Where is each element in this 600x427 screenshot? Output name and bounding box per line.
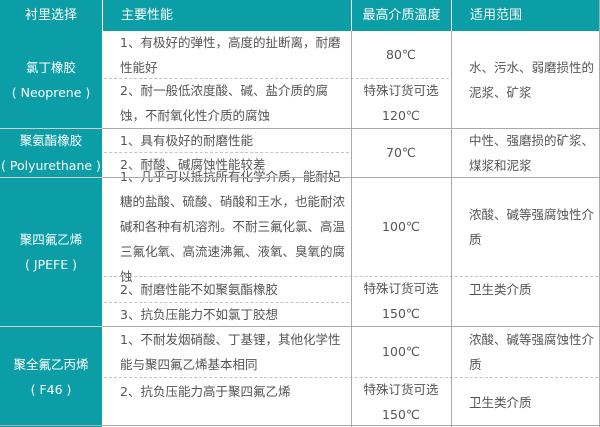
header-label: 主要性能 (121, 8, 174, 23)
header-label: 适用范围 (470, 8, 523, 23)
property-text: 1、不耐发烟硝酸、丁基锂，其他化学性能与聚四氟乙烯基本相同 (120, 331, 341, 372)
temperature-special: 特殊订货可选 150℃ (351, 276, 451, 326)
lining-code: ( Neoprene ) (11, 84, 91, 100)
property-text: 2、抗负压能力高于聚四氟乙烯 (120, 384, 291, 399)
application-range: 水、污水、弱磨损性的泥浆、矿浆 (451, 31, 600, 128)
temperature-value: 70℃ (386, 145, 416, 160)
lining-code: ( JPEFE ) (25, 257, 77, 272)
application-range: 中性、强磨损的矿浆、煤浆和泥浆 (451, 128, 600, 177)
header-properties: 主要性能 (102, 0, 351, 31)
sub-divider (104, 78, 449, 79)
range-text: 浓酸、碱等强腐蚀性介质 (469, 331, 595, 372)
temperature-value: 100℃ (382, 344, 420, 359)
property-text: 2、耐酸、碱腐蚀性能较差 (120, 157, 266, 172)
column-divider (351, 31, 352, 427)
special-order-note: 特殊订货可选 (363, 382, 439, 397)
temperature: 80℃ (351, 31, 451, 78)
lining-ptfe: 聚四氟乙烯 ( JPEFE ) (0, 177, 102, 326)
header-label: 最高介质温度 (362, 8, 441, 23)
property-text: 2、耐一般低浓度酸、碱、盐介质的腐蚀，不耐氧化性介质的腐蚀 (120, 83, 328, 123)
temperature-value: 120℃ (382, 108, 420, 123)
property-text: 1、有极好的弹性，高度的扯断离，耐磨性能好 (120, 34, 341, 75)
property: 2、耐磨性能不如聚氨酯橡胶 (102, 276, 351, 302)
application-range: 浓酸、碱等强腐蚀性介质 (451, 326, 600, 377)
application-range: 卫生类介质 (451, 377, 600, 427)
application-range: 浓酸、碱等强腐蚀性介质 (451, 177, 600, 276)
property-text: 2、耐磨性能不如聚氨酯橡胶 (120, 281, 278, 297)
temperature-special: 特殊订货可选 150℃ (351, 377, 451, 427)
temperature-value: 150℃ (382, 407, 420, 422)
temperature: 70℃ (351, 128, 451, 177)
temperature-value: 100℃ (382, 219, 420, 234)
lining-name: 氯丁橡胶 (25, 59, 76, 75)
sub-divider (104, 152, 349, 153)
header-lining: 衬里选择 (0, 0, 102, 31)
lining-code: ( F46 ) (30, 382, 72, 397)
lining-name: 聚氨酯橡胶 (19, 133, 83, 148)
range-text: 卫生类介质 (469, 281, 532, 297)
column-divider (451, 31, 452, 427)
property: 1、几乎可以抵抗所有化学介质，能耐妃糖的盐酸、硫酸、硝酸和王水，也能耐浓碱和各种… (102, 169, 351, 284)
header-temperature: 最高介质温度 (351, 0, 451, 31)
range-text: 水、污水、弱磨损性的泥浆、矿浆 (469, 59, 595, 100)
temperature-special: 特殊订货可选 120℃ (351, 78, 451, 128)
property: 3、抗负压能力不如氯丁胶想 (102, 302, 351, 326)
special-order-note: 特殊订货可选 (363, 83, 439, 98)
header-label: 衬里选择 (24, 8, 77, 23)
property: 2、耐酸、碱腐蚀性能较差 (102, 152, 351, 177)
property: 1、不耐发烟硝酸、丁基锂，其他化学性能与聚四氟乙烯基本相同 (102, 326, 351, 377)
sub-divider (104, 302, 349, 303)
temperature: 100℃ (351, 326, 451, 377)
property: 1、具有极好的耐磨性能 (102, 128, 351, 152)
property-text: 1、几乎可以抵抗所有化学介质，能耐妃糖的盐酸、硫酸、硝酸和王水，也能耐浓碱和各种… (120, 169, 346, 284)
header-range: 适用范围 (451, 0, 600, 31)
row-divider (0, 425, 600, 426)
special-order-note: 特殊订货可选 (363, 281, 439, 296)
lining-f46: 聚全氟乙丙烯 ( F46 ) (0, 326, 102, 427)
property: 2、耐一般低浓度酸、碱、盐介质的腐蚀，不耐氧化性介质的腐蚀 (102, 78, 351, 128)
temperature: 100℃ (351, 177, 451, 276)
property-text: 3、抗负压能力不如氯丁胶想 (120, 306, 278, 322)
property: 2、抗负压能力高于聚四氟乙烯 (102, 377, 351, 427)
lining-name: 聚四氟乙烯 (19, 232, 83, 247)
lining-name: 聚全氟乙丙烯 (13, 357, 89, 372)
range-text: 中性、强磨损的矿浆、煤浆和泥浆 (469, 132, 595, 173)
property: 1、有极好的弹性，高度的扯断离，耐磨性能好 (102, 31, 351, 78)
temperature-value: 80℃ (386, 47, 416, 62)
range-text: 卫生类介质 (469, 394, 532, 410)
application-range: 卫生类介质 (451, 276, 600, 302)
lining-polyurethane: 聚氨酯橡胶 ( Polyurethane ) (0, 128, 102, 177)
temperature-value: 150℃ (382, 306, 420, 321)
property-text: 1、具有极好的耐磨性能 (120, 132, 253, 148)
range-text: 浓酸、碱等强腐蚀性介质 (469, 206, 595, 247)
lining-neoprene: 氯丁橡胶 ( Neoprene ) (0, 31, 102, 128)
lining-code: ( Polyurethane ) (1, 158, 101, 173)
